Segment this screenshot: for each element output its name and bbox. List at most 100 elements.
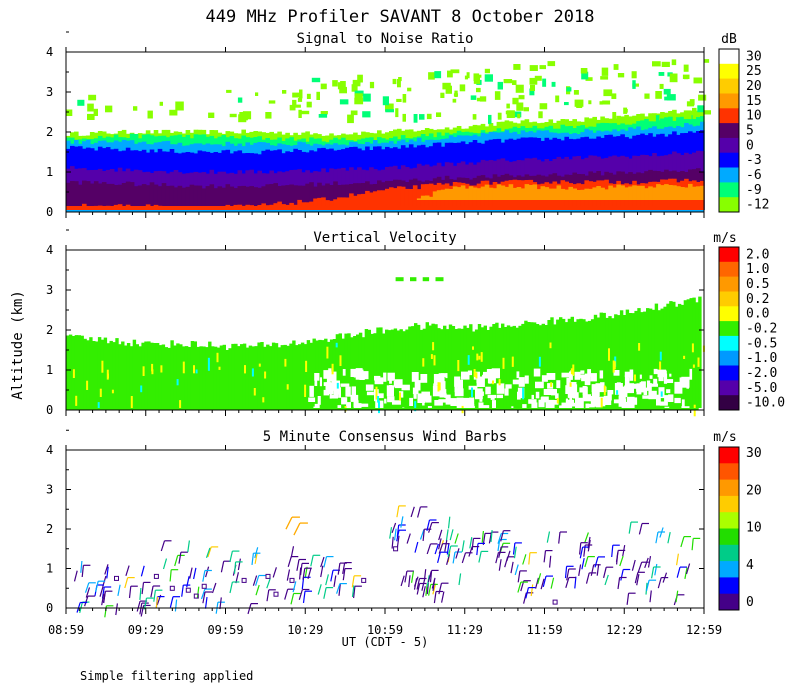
vv-cell xyxy=(544,325,548,408)
wind-barb xyxy=(307,568,312,580)
vv-speckle xyxy=(502,357,505,369)
wind-barb xyxy=(428,521,439,533)
vv-gap xyxy=(619,386,628,397)
snr-cell-purple xyxy=(289,184,294,210)
snr-upper-echo xyxy=(268,100,276,104)
wind-barb xyxy=(510,561,514,574)
wind-barb xyxy=(99,586,104,597)
vv-gap xyxy=(538,399,545,408)
vv-gap xyxy=(548,399,555,406)
calm-marker xyxy=(114,575,119,581)
wind-barb xyxy=(323,555,334,568)
snr-cell-purple xyxy=(249,186,254,210)
snr-upper-echo xyxy=(573,90,579,95)
wind-barb xyxy=(272,567,277,578)
colorbar-swatch xyxy=(719,495,739,513)
vv-gap xyxy=(517,387,525,399)
vv-cell xyxy=(437,328,441,408)
colorbar-label: 5 xyxy=(746,124,754,139)
snr-upper-echo xyxy=(175,101,184,111)
snr-cell-orange xyxy=(628,186,633,200)
snr-cell-purple xyxy=(313,186,318,210)
vv-cell xyxy=(466,327,470,408)
snr-cell-orange xyxy=(664,184,669,200)
x-tick-label: 12:29 xyxy=(606,623,642,637)
vv-gap xyxy=(308,397,316,402)
snr-upper-echo xyxy=(397,79,401,88)
snr-upper-echo xyxy=(617,73,625,78)
colorbar-swatch xyxy=(719,108,739,124)
y-tick-label: 2 xyxy=(46,522,53,536)
snr-cell-orange xyxy=(604,189,609,200)
colorbar-swatch xyxy=(719,380,739,396)
vv-cell xyxy=(385,329,389,408)
snr-upper-echo xyxy=(340,81,346,88)
snr-cell-orange xyxy=(504,186,510,200)
vv-gap xyxy=(399,391,404,398)
vv-speckle xyxy=(335,342,338,348)
vv-cell xyxy=(211,346,215,408)
vv-cell xyxy=(80,335,84,408)
wind-barb xyxy=(287,555,299,567)
vv-cell xyxy=(419,329,424,408)
vv-gap xyxy=(485,386,491,395)
vv-gap xyxy=(445,394,451,405)
vv-cell xyxy=(83,338,87,408)
vv-cell xyxy=(463,325,467,408)
vv-gap xyxy=(342,369,346,376)
vv-cell xyxy=(663,306,667,408)
colorbar-swatch xyxy=(719,123,739,139)
wind-barb xyxy=(140,565,145,577)
vv-cell xyxy=(689,298,693,408)
colorbar-swatch xyxy=(719,167,739,183)
vv-gap xyxy=(491,368,500,379)
snr-cell-orange xyxy=(472,187,478,200)
wind-barb xyxy=(537,573,542,584)
snr-cell-orange xyxy=(516,187,522,200)
vv-cell xyxy=(692,297,696,408)
snr-upper-echo xyxy=(529,88,535,96)
snr-cell-purple xyxy=(285,185,290,210)
vv-cell xyxy=(414,323,418,408)
vv-cell xyxy=(634,310,638,408)
snr-upper-echo xyxy=(402,113,406,122)
snr-cell-orange xyxy=(500,185,506,200)
wind-barb xyxy=(455,548,460,559)
wind-panel-title: 5 Minute Consensus Wind Barbs xyxy=(263,429,507,445)
vv-gap xyxy=(461,371,470,380)
wind-barb xyxy=(514,564,519,576)
snr-upper-echo xyxy=(580,68,588,74)
snr-upper-echo xyxy=(512,97,519,105)
snr-upper-echo xyxy=(581,71,589,80)
snr-upper-echo xyxy=(555,95,560,103)
vv-cell xyxy=(199,346,203,408)
vv-cell xyxy=(260,342,264,408)
vv-gap xyxy=(440,373,445,384)
vv-gap xyxy=(467,370,472,376)
snr-upper-echo xyxy=(347,114,354,124)
vv-cell xyxy=(269,346,273,408)
wind-barb xyxy=(433,590,443,604)
wind-barb xyxy=(396,529,406,542)
snr-cell-purple xyxy=(197,185,203,210)
snr-upper-echo xyxy=(208,112,215,118)
vv-speckle xyxy=(480,352,483,362)
vv-speckle xyxy=(75,395,78,406)
snr-cell-red xyxy=(373,191,378,210)
vv-gap xyxy=(591,384,601,392)
snr-cell-purple xyxy=(185,186,191,210)
snr-cell-purple xyxy=(129,182,135,210)
snr-cell-purple xyxy=(70,181,75,210)
vv-cell xyxy=(509,326,514,408)
vv-speckle xyxy=(253,388,256,396)
vv-gap xyxy=(550,400,559,405)
vv-upper-dash xyxy=(395,277,404,282)
vv-upper-dash xyxy=(410,277,417,282)
x-tick-label: 11:29 xyxy=(447,623,483,637)
snr-upper-echo xyxy=(484,68,490,74)
vv-cell xyxy=(669,301,673,408)
vv-gap xyxy=(492,400,496,410)
snr-cell-purple xyxy=(157,186,163,210)
vv-cell xyxy=(399,329,403,408)
wind-barb xyxy=(416,577,427,590)
